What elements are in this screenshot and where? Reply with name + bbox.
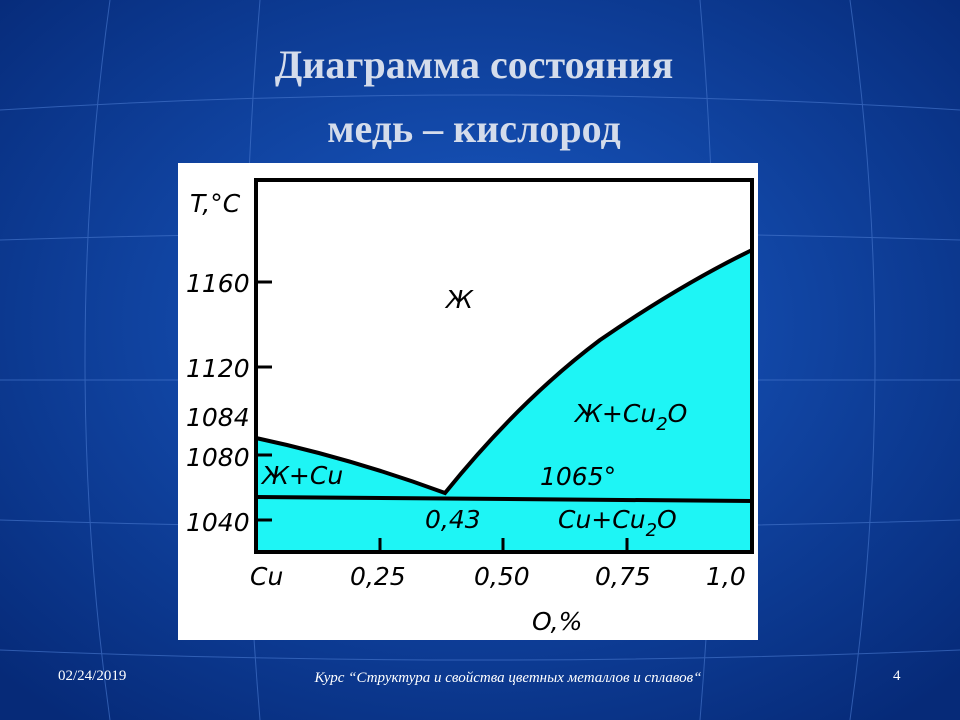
subscript: 2: [646, 520, 657, 541]
x-tick-label: 0,25: [350, 562, 406, 591]
text-part: O: [657, 505, 677, 534]
x-axis-label: O,%: [532, 607, 582, 636]
region-label: Ж+Cu: [260, 461, 343, 490]
x-tick-label: Cu: [250, 562, 283, 591]
page-number: 4: [893, 668, 901, 684]
text-part: Ж+Cu: [573, 399, 656, 428]
x-tick-label: 1,0: [706, 562, 746, 591]
title-line: медь – кислород: [327, 106, 620, 151]
liquidus: [255, 248, 753, 496]
y-tick-label: 1040: [186, 508, 250, 537]
text-part: Cu+Cu: [558, 505, 646, 534]
y-tick-label: 1084: [186, 403, 250, 432]
annotation: 1065°: [540, 462, 616, 491]
region-label: Ж+Cu2O: [573, 399, 687, 435]
two-phase-region: [256, 250, 752, 552]
footer-course: Курс “Структура и свойства цветных метал…: [313, 670, 701, 686]
ticks: [258, 280, 629, 552]
y-tick-label: 1160: [186, 269, 250, 298]
eutectic-line: [255, 495, 753, 503]
x-tick-label: 0,50: [474, 562, 530, 591]
y-tick-label: 1080: [186, 443, 250, 472]
x-tick-label: 0,75: [595, 562, 651, 591]
subscript: 2: [656, 414, 667, 435]
footer-date: 02/24/2019: [58, 668, 126, 684]
region-label: Cu+Cu2O: [558, 505, 677, 541]
y-tick-label: 1120: [186, 354, 250, 383]
region-label: Ж: [444, 285, 474, 314]
annotation: 0,43: [425, 505, 481, 534]
title-line: Диаграмма состояния: [275, 42, 673, 87]
text-part: O: [668, 399, 688, 428]
y-axis-label: T,°C: [190, 189, 241, 218]
